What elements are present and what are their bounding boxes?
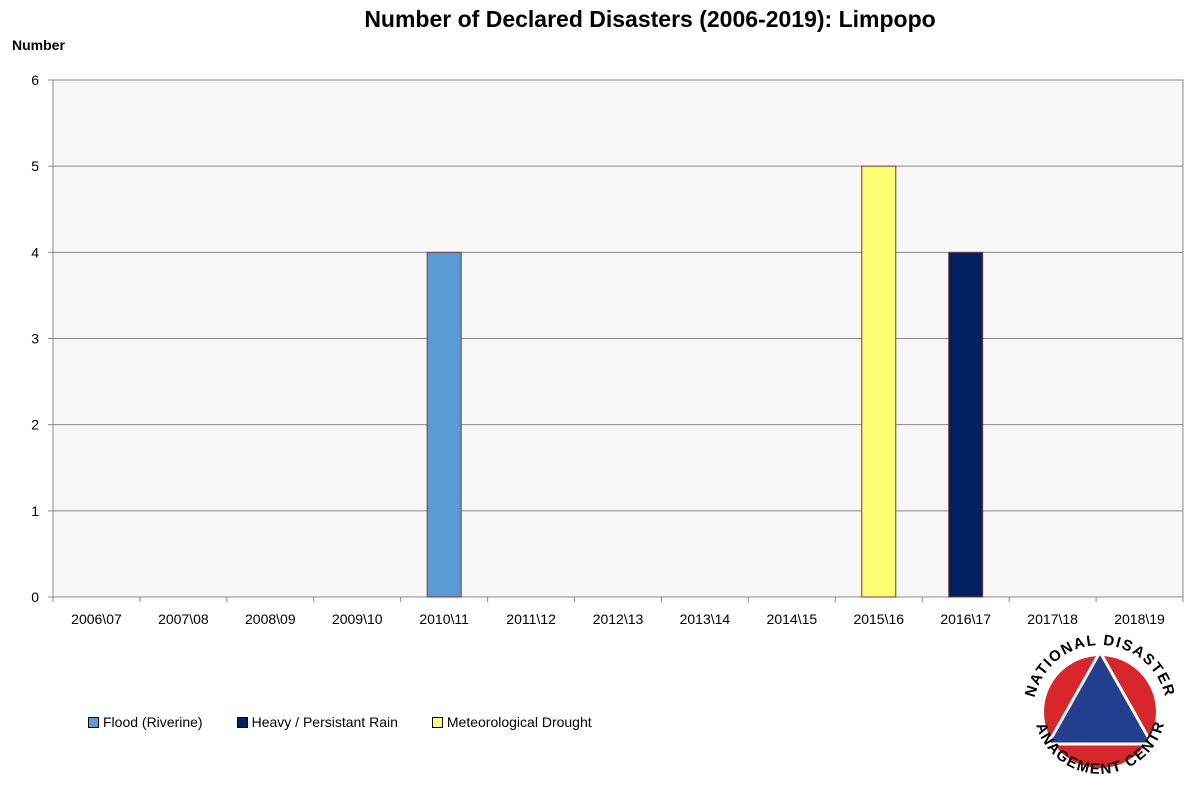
- x-tick-label: 2018\19: [1114, 611, 1165, 627]
- y-tick-label: 0: [31, 589, 39, 605]
- legend: Flood (Riverine) Heavy / Persistant Rain M…: [88, 714, 592, 730]
- y-tick-label: 1: [31, 503, 39, 519]
- legend-swatch: [88, 716, 99, 728]
- x-tick-label: 2016\17: [940, 611, 991, 627]
- x-tick-label: 2013\14: [680, 611, 731, 627]
- x-tick-label: 2009\10: [332, 611, 383, 627]
- x-tick-label: 2011\12: [506, 611, 556, 627]
- y-tick-label: 6: [31, 72, 39, 88]
- legend-item: Meteorological Drought: [431, 714, 592, 730]
- bar: [861, 165, 897, 598]
- logo-triangle-icon: [1045, 648, 1155, 746]
- x-tick-label: 2008\09: [245, 611, 296, 627]
- x-tick-label: 2014\15: [767, 611, 818, 627]
- legend-swatch: [236, 716, 248, 728]
- x-tick-label: 2010\11: [419, 611, 469, 627]
- legend-label: Meteorological Drought: [446, 714, 592, 730]
- x-tick-label: 2012\13: [593, 611, 644, 627]
- y-tick-label: 2: [31, 417, 39, 433]
- bar: [948, 251, 984, 598]
- legend-item: Heavy / Persistant Rain: [236, 714, 398, 730]
- ndmc-logo: NATIONAL DISASTER MANAGEMENT CENTRE: [1010, 612, 1180, 792]
- legend-swatch: [431, 716, 443, 728]
- x-tick-label: 2006\07: [71, 611, 122, 627]
- x-tick-label: 2017\18: [1027, 611, 1078, 627]
- y-tick-label: 5: [31, 158, 39, 174]
- x-tick-label: 2015\16: [853, 611, 904, 627]
- x-tick-label: 2007\08: [158, 611, 209, 627]
- legend-item: Flood (Riverine): [88, 714, 203, 730]
- y-tick-label: 3: [31, 331, 39, 347]
- legend-label: Heavy / Persistant Rain: [251, 714, 398, 730]
- chart-title: Number of Declared Disasters (2006-2019)…: [364, 6, 936, 32]
- legend-label: Flood (Riverine): [103, 714, 203, 730]
- chart-title-wrap: Number of Declared Disasters (2006-2019)…: [0, 6, 1200, 33]
- y-tick-label: 4: [31, 244, 39, 260]
- bar-chart: 0 1 2 3 4 5 6 2006\07 2007\08 2008\09 2009\10 2010\…: [31, 72, 1184, 627]
- y-axis-label: Number: [12, 37, 65, 53]
- bar: [426, 251, 462, 598]
